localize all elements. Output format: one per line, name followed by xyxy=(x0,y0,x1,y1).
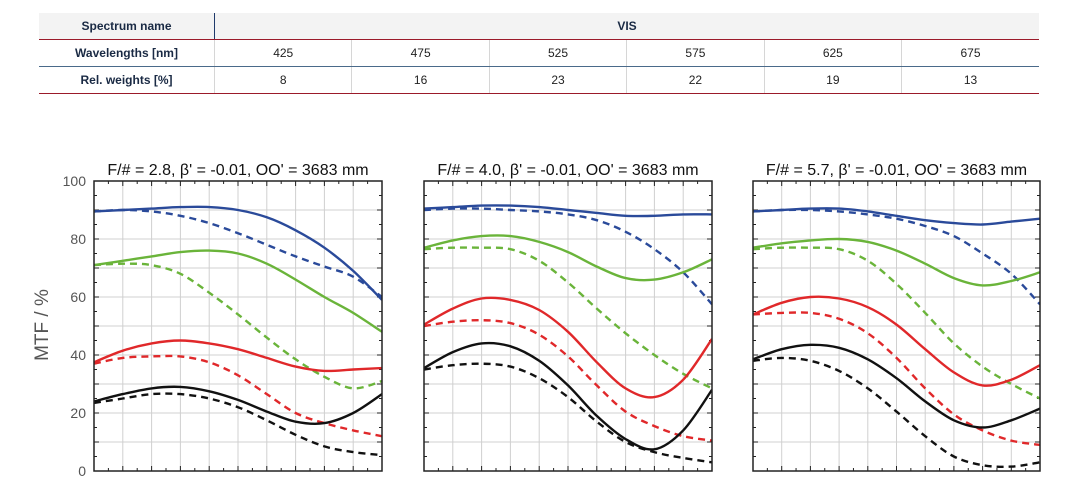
plot-frame xyxy=(93,180,383,472)
wavelength-cell: 575 xyxy=(626,39,765,67)
mtf-panel-1: F/# = 2.8, β' = -0.01, OO' = 3683 mm 0 20 4… xyxy=(63,162,383,479)
mtf-charts: MTF / % F/# = 2.8, β' = -0.01, OO' = 368… xyxy=(32,162,1041,479)
wavelength-header: Wavelengths [nm] xyxy=(39,39,215,67)
y-tick-label: 20 xyxy=(70,405,86,421)
weight-row: Rel. weights [%] 8 16 23 22 19 13 xyxy=(39,66,1039,94)
series-line-black-dashed xyxy=(753,356,1040,469)
y-tick-label: 60 xyxy=(70,289,86,305)
series-line-red-dashed xyxy=(94,354,382,438)
panel-title: F/# = 5.7, β' = -0.01, OO' = 3683 mm xyxy=(766,162,1027,179)
plot-frame xyxy=(423,180,713,472)
panel-title: F/# = 4.0, β' = -0.01, OO' = 3683 mm xyxy=(437,162,698,179)
weight-cell: 13 xyxy=(901,66,1039,94)
series-line-blue-solid xyxy=(94,205,382,301)
spectrum-name-header: Spectrum name xyxy=(39,13,215,40)
weight-header: Rel. weights [%] xyxy=(39,66,215,94)
mtf-panel-2: F/# = 4.0, β' = -0.01, OO' = 3683 mm xyxy=(423,162,713,472)
panel-title: F/# = 2.8, β' = -0.01, OO' = 3683 mm xyxy=(107,162,368,179)
series-line-green-solid xyxy=(424,234,712,282)
weight-cell: 16 xyxy=(351,66,490,94)
spectrum-name-value: VIS xyxy=(214,13,1039,40)
wavelength-cell: 675 xyxy=(901,39,1039,67)
series-line-black-dashed xyxy=(94,392,382,457)
wavelength-cell: 525 xyxy=(488,39,627,67)
y-tick-label: 40 xyxy=(70,347,86,363)
series-line-blue-dashed xyxy=(424,207,712,306)
y-tick-label: 100 xyxy=(63,173,87,189)
series-line-green-solid xyxy=(94,249,382,333)
series-line-black-solid xyxy=(753,343,1040,429)
series-line-blue-dashed xyxy=(94,208,382,298)
spectrum-table: Spectrum name VIS Wavelengths [nm] 425 4… xyxy=(39,13,1039,94)
series-line-black-solid xyxy=(424,341,712,451)
series-line-green-dashed xyxy=(753,246,1040,400)
series-line-red-dashed xyxy=(753,311,1040,447)
series-line-black-dashed xyxy=(424,362,712,464)
series-line-green-solid xyxy=(753,237,1040,287)
series-line-red-solid xyxy=(424,296,712,399)
y-tick-label: 0 xyxy=(78,463,86,479)
series-line-blue-dashed xyxy=(753,208,1040,306)
series-line-green-dashed xyxy=(94,262,382,390)
plot-frame xyxy=(752,180,1041,472)
weight-cell: 8 xyxy=(213,66,352,94)
wavelength-cell: 475 xyxy=(351,39,490,67)
series-line-red-dashed xyxy=(424,318,712,442)
series-line-red-solid xyxy=(753,295,1040,387)
series-line-red-solid xyxy=(94,339,382,373)
wavelength-cell: 625 xyxy=(763,39,902,67)
spectrum-row: Spectrum name VIS xyxy=(39,13,1039,40)
series-line-black-solid xyxy=(94,385,382,426)
mtf-panel-3: F/# = 5.7, β' = -0.01, OO' = 3683 mm xyxy=(752,162,1041,472)
series-line-blue-solid xyxy=(424,204,712,218)
weight-cell: 23 xyxy=(488,66,627,94)
y-axis-label: MTF / % xyxy=(32,289,53,361)
weight-cell: 22 xyxy=(626,66,765,94)
series-line-green-dashed xyxy=(424,246,712,390)
wavelength-row: Wavelengths [nm] 425 475 525 575 625 675 xyxy=(39,39,1039,67)
weight-cell: 19 xyxy=(763,66,902,94)
y-tick-label: 80 xyxy=(70,231,86,247)
wavelength-cell: 425 xyxy=(213,39,352,67)
